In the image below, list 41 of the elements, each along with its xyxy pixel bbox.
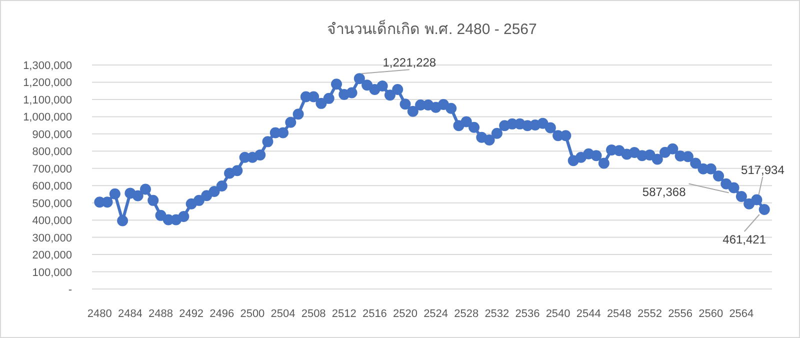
x-tick-label: 2484 — [118, 308, 142, 320]
y-tick-label: 1,000,000 — [23, 112, 72, 124]
x-tick-label: 2500 — [240, 308, 265, 320]
data-label: 461,421 — [722, 232, 766, 246]
y-tick-label: 600,000 — [32, 180, 72, 193]
y-tick-label: 1,200,000 — [23, 77, 72, 90]
chart-title: จำนวนเด็กเกิด พ.ศ. 2480 - 2567 — [327, 19, 537, 38]
y-tick-label: 700,000 — [32, 163, 72, 176]
x-tick-label: 2512 — [332, 308, 356, 320]
y-tick-label: 200,000 — [32, 250, 72, 262]
data-label: 517,934 — [741, 162, 785, 177]
data-label: 1,221,228 — [382, 56, 436, 70]
x-tick-label: 2560 — [698, 308, 724, 320]
y-tick-label: - — [68, 284, 72, 296]
x-tick-label: 2552 — [638, 308, 662, 320]
x-tick-label: 2520 — [393, 308, 418, 320]
y-tick-label: 900,000 — [32, 128, 72, 141]
x-tick-label: 2516 — [362, 308, 387, 320]
y-tick-label: 400,000 — [32, 215, 72, 228]
x-tick-label: 2492 — [179, 308, 204, 320]
y-tick-label: 800,000 — [32, 146, 72, 158]
x-tick-label: 2524 — [424, 308, 448, 320]
y-tick-label: 1,100,000 — [23, 94, 72, 106]
y-tick-label: 1,300,000 — [23, 60, 72, 72]
x-tick-label: 2536 — [515, 308, 540, 320]
data-label: 587,368 — [642, 184, 686, 199]
x-tick-label: 2556 — [668, 308, 693, 320]
x-tick-label: 2508 — [301, 308, 326, 320]
y-tick-label: 100,000 — [32, 266, 72, 279]
x-tick-label: 2504 — [270, 308, 296, 320]
y-tick-label: 300,000 — [32, 232, 72, 244]
x-tick-label: 2488 — [148, 308, 174, 320]
x-tick-label: 2564 — [729, 308, 754, 320]
x-tick-label: 2548 — [606, 308, 632, 320]
y-tick-label: 500,000 — [32, 198, 72, 210]
x-tick-label: 2540 — [546, 308, 570, 320]
x-tick-label: 2480 — [87, 308, 112, 320]
x-tick-label: 2496 — [210, 308, 234, 320]
x-tick-label: 2528 — [454, 308, 479, 320]
x-tick-label: 2544 — [576, 308, 601, 320]
x-tick-label: 2532 — [484, 308, 510, 320]
